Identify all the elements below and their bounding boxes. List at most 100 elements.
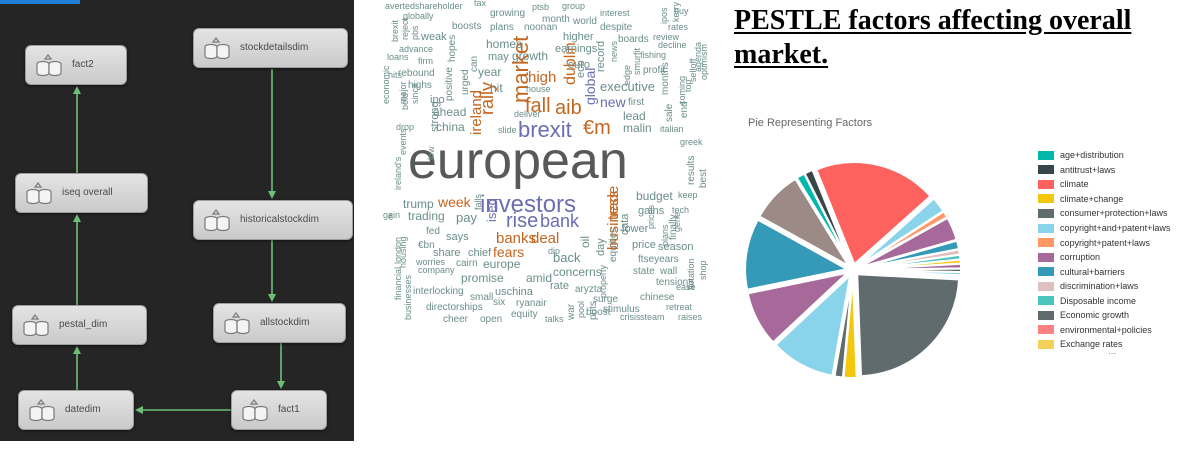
word-cloud-word: buy xyxy=(674,6,689,16)
node-historicalstockdim[interactable]: historicalstockdim xyxy=(193,200,353,240)
node-fact2[interactable]: fact2 xyxy=(25,45,127,85)
word-cloud-word: war xyxy=(566,303,577,321)
word-cloud-word: deliver xyxy=(514,109,541,119)
dataset-icon xyxy=(204,37,230,60)
legend-item[interactable]: cultural+barriers xyxy=(1038,264,1170,279)
pie-slice[interactable] xyxy=(858,269,962,277)
dataset-icon xyxy=(29,399,55,422)
word-cloud-word: market xyxy=(508,36,533,103)
legend-item[interactable]: copyright+and+patent+laws xyxy=(1038,221,1170,236)
word-cloud-word: results xyxy=(686,156,697,185)
pie-slice[interactable] xyxy=(833,275,854,379)
word-cloud-word: hopes xyxy=(447,35,458,62)
word-cloud-word: china xyxy=(436,120,465,134)
word-cloud-word: promise xyxy=(461,271,504,285)
legend-item[interactable]: Exchange rates xyxy=(1038,337,1170,352)
legend-item[interactable]: corruption xyxy=(1038,250,1170,265)
word-cloud-word: falls xyxy=(473,193,483,210)
word-cloud-word: noonan xyxy=(524,22,557,33)
word-cloud-word: homes xyxy=(486,37,522,51)
window-tab-accent xyxy=(0,0,80,4)
legend-item[interactable]: consumer+protection+laws xyxy=(1038,206,1170,221)
word-cloud-word: rally xyxy=(477,82,497,115)
word-cloud-word: says xyxy=(446,231,469,243)
word-cloud-word: keep xyxy=(678,190,698,200)
word-cloud-word: uschina xyxy=(495,286,534,298)
page-title: PESTLE factors affecting overall market. xyxy=(734,5,1132,70)
legend-swatch xyxy=(1038,252,1054,262)
node-allstockdim[interactable]: allstockdim xyxy=(213,303,346,343)
node-iseq-overall[interactable]: iseq overall xyxy=(15,173,148,213)
word-cloud-word: european xyxy=(408,132,628,190)
legend-item[interactable]: climate xyxy=(1038,177,1170,192)
pie-slice[interactable] xyxy=(803,168,852,265)
node-label: iseq overall xyxy=(62,187,113,198)
word-cloud-word: ease xyxy=(676,282,696,292)
legend-label: Exchange rates xyxy=(1060,339,1123,350)
legend-item[interactable]: copyright+patent+laws xyxy=(1038,235,1170,250)
pie-slice[interactable] xyxy=(856,273,961,378)
word-cloud-word: events xyxy=(398,128,408,155)
node-pestal-dim[interactable]: pestal_dim xyxy=(12,305,147,345)
legend-swatch xyxy=(1038,194,1054,204)
word-cloud-word: malin xyxy=(623,121,652,135)
word-cloud-word: fishing xyxy=(640,50,666,60)
word-cloud-word: kerry xyxy=(671,2,681,22)
node-label: stockdetailsdim xyxy=(240,42,309,53)
legend-swatch xyxy=(1038,281,1054,291)
word-cloud-word: highs xyxy=(408,80,432,91)
legend-item[interactable]: Disposable income xyxy=(1038,293,1170,308)
word-cloud-word: coming xyxy=(677,76,687,105)
pie-slice[interactable] xyxy=(746,271,851,344)
legend-label: environmental+policies xyxy=(1060,324,1152,335)
word-cloud-word: first xyxy=(628,97,644,108)
legend-item[interactable]: antitrust+laws xyxy=(1038,163,1170,178)
word-cloud-word: hits xyxy=(388,70,403,80)
word-cloud-word: equity xyxy=(511,309,538,320)
legend-item[interactable]: age+distribution xyxy=(1038,148,1170,163)
word-cloud-word: deal xyxy=(531,230,559,247)
word-cloud-word: aryzta xyxy=(575,284,603,295)
word-cloud-word: state xyxy=(633,266,655,277)
word-cloud-word: trading xyxy=(408,209,445,223)
word-cloud-word: ahead xyxy=(433,105,466,119)
pie-slice[interactable] xyxy=(774,272,852,377)
word-cloud-word: may xyxy=(488,51,509,63)
word-cloud-word: urged xyxy=(460,69,471,95)
word-cloud-word: rebound xyxy=(398,68,435,79)
word-cloud-word: low xyxy=(426,146,436,160)
node-stockdetailsdim[interactable]: stockdetailsdim xyxy=(193,28,348,68)
word-cloud-word: world xyxy=(572,16,597,27)
pie-slice[interactable] xyxy=(814,161,932,266)
word-cloud-word: edge xyxy=(622,65,632,85)
word-cloud-word: fall xyxy=(525,95,551,117)
word-cloud-word: steam xyxy=(640,312,665,322)
legend-item[interactable]: discrimination+laws xyxy=(1038,279,1170,294)
word-cloud-word: ipo xyxy=(430,94,445,106)
word-cloud-word: trump xyxy=(403,197,434,211)
word-cloud-word: ireland's xyxy=(393,156,403,190)
pie-slice[interactable] xyxy=(758,177,852,269)
word-cloud: european investors brexit rise bank fall marke… xyxy=(378,0,712,328)
legend-item[interactable]: environmental+policies xyxy=(1038,323,1170,338)
word-cloud-word: positive xyxy=(444,67,455,101)
node-datedim[interactable]: datedim xyxy=(18,390,134,430)
word-cloud-word: optimism xyxy=(699,44,709,80)
legend-item[interactable]: Economic growth xyxy=(1038,308,1170,323)
legend-item[interactable]: climate+change xyxy=(1038,192,1170,207)
word-cloud-word: ecb xyxy=(575,60,587,78)
word-cloud-word: stimulus xyxy=(603,304,640,315)
word-cloud-word: plans xyxy=(660,224,670,246)
legend-label: copyright+patent+laws xyxy=(1060,237,1151,248)
word-cloud-word: flotation xyxy=(686,258,696,290)
word-cloud-word: pool xyxy=(576,301,586,318)
word-cloud-word: decline xyxy=(658,40,687,50)
word-cloud-word: tensions xyxy=(656,277,693,288)
word-cloud-word: since xyxy=(410,83,420,104)
node-fact1[interactable]: fact1 xyxy=(231,390,327,430)
word-cloud-word: rise xyxy=(506,210,538,232)
pie-slice[interactable] xyxy=(744,218,850,291)
legend-more-indicator[interactable]: ... xyxy=(1108,346,1117,357)
word-cloud-word: loans xyxy=(387,52,409,62)
legend-label: cultural+barriers xyxy=(1060,266,1125,277)
